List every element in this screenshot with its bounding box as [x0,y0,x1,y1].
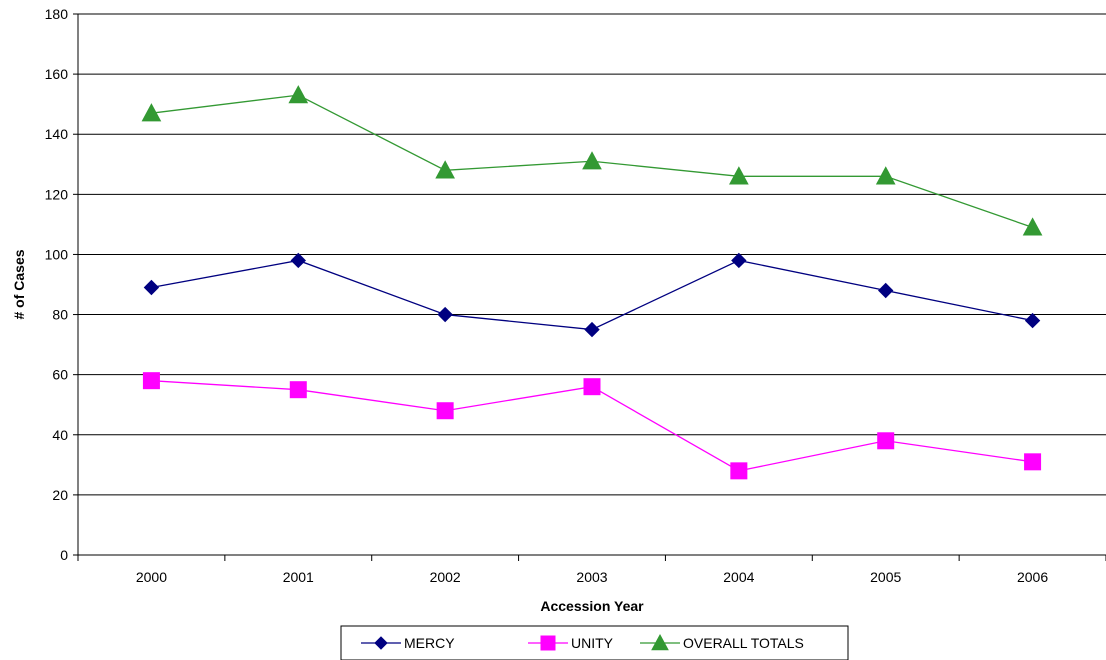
x-tick-label: 2003 [576,569,607,585]
data-point-diamond [1024,312,1041,329]
legend-label: UNITY [571,635,614,651]
y-tick-label: 160 [45,66,69,82]
legend-label: MERCY [404,635,455,651]
series-group [141,85,1043,480]
x-axis-ticks: 2000 2001 2002 2003 2004 2005 2006 [77,555,1106,585]
legend-box [340,625,849,660]
data-point-diamond [143,279,160,296]
data-point-diamond [584,321,600,338]
data-point-triangle [582,151,602,170]
data-point-triangle [729,166,749,185]
data-point-diamond [437,306,453,323]
y-tick-label: 120 [45,186,69,202]
axes [77,14,1106,556]
x-tick-label: 2006 [1017,569,1048,585]
y-tick-label: 20 [52,487,68,503]
data-point-triangle [141,103,162,122]
x-tick-label: 2004 [723,569,754,585]
data-point-diamond [878,282,894,299]
data-point-square [142,372,160,390]
legend-marker-triangle [651,633,669,651]
legend-item: MERCY [361,635,455,651]
data-point-square [1024,453,1042,471]
x-tick-label: 2002 [430,569,461,585]
legend-item: OVERALL TOTALS [640,633,804,651]
series-unity [142,372,1042,480]
data-point-square [730,462,748,480]
y-tick-label: 0 [60,547,68,563]
x-tick-label: 2001 [283,569,314,585]
legend: MERCY UNITY OVERALL TOTALS [340,625,849,660]
series-mercy [143,252,1041,338]
legend-marker-square [540,635,556,651]
data-point-square [877,432,895,450]
legend-marker-diamond [374,636,388,650]
y-tick-label: 140 [45,126,69,142]
x-axis-title: Accession Year [540,598,644,614]
data-point-square [436,402,454,420]
gridlines [78,13,1106,496]
y-tick-label: 180 [45,6,69,22]
legend-label: OVERALL TOTALS [683,635,804,651]
series-line [151,259,1033,331]
y-tick-label: 100 [45,246,69,262]
y-axis-title: # of Cases [11,249,27,319]
data-point-diamond [731,252,747,269]
data-point-triangle [1022,217,1043,236]
x-tick-label: 2005 [870,569,901,585]
data-point-diamond [290,252,306,269]
data-point-triangle [875,166,896,185]
series-overall-totals [141,85,1043,236]
data-point-triangle [435,160,455,179]
x-tick-label: 2000 [136,569,167,585]
y-tick-label: 80 [52,307,68,323]
data-point-square [583,378,601,396]
legend-item: UNITY [528,635,614,651]
data-point-triangle [288,85,309,104]
y-tick-label: 40 [52,427,68,443]
y-tick-label: 60 [52,367,68,383]
data-point-square [289,381,307,399]
y-axis-ticks: 0 20 40 60 80 100 120 140 160 180 [45,6,78,563]
